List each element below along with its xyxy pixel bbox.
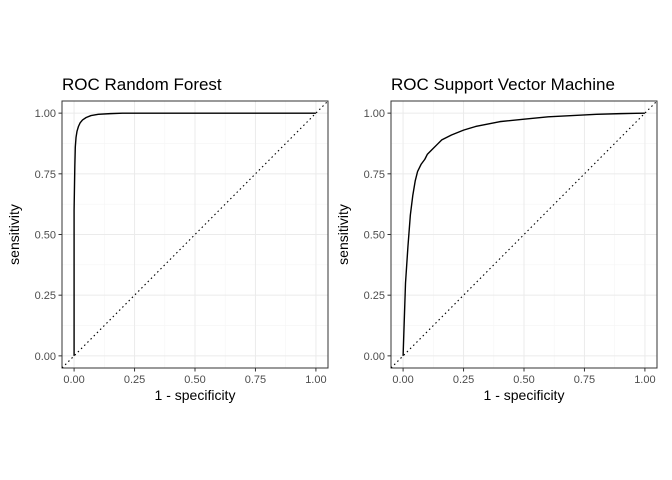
y-tick-label: 0.25 bbox=[364, 290, 385, 302]
x-tick-label: 1.00 bbox=[634, 374, 655, 386]
x-axis-title: 1 - specificity bbox=[155, 387, 236, 403]
x-axis-title: 1 - specificity bbox=[484, 387, 565, 403]
chart-title: ROC Random Forest bbox=[62, 75, 222, 94]
y-tick-labels: 0.00 0.25 0.50 0.75 1.00 bbox=[35, 108, 56, 363]
roc-random-forest-panel: 0.00 0.25 0.50 0.75 1.00 0.00 0.25 0.50 … bbox=[6, 75, 329, 403]
axis-ticks bbox=[58, 112, 317, 372]
x-tick-label: 1.00 bbox=[305, 374, 326, 386]
y-tick-label: 1.00 bbox=[35, 108, 56, 120]
x-tick-label: 0.00 bbox=[63, 374, 84, 386]
y-tick-label: 0.50 bbox=[35, 230, 56, 242]
x-tick-label: 0.50 bbox=[513, 374, 534, 386]
y-tick-label: 0.75 bbox=[364, 169, 385, 181]
y-axis-title: sensitivity bbox=[6, 204, 22, 265]
roc-curve bbox=[73, 112, 316, 356]
chart-title: ROC Support Vector Machine bbox=[391, 75, 615, 94]
y-tick-label: 1.00 bbox=[364, 108, 385, 120]
x-tick-labels: 0.00 0.25 0.50 0.75 1.00 bbox=[392, 374, 655, 386]
x-tick-label: 0.25 bbox=[453, 374, 474, 386]
grid-lines bbox=[391, 101, 657, 368]
y-tick-label: 0.25 bbox=[35, 290, 56, 302]
y-tick-label: 0.00 bbox=[364, 351, 385, 363]
y-tick-label: 0.00 bbox=[35, 351, 56, 363]
y-tick-label: 0.75 bbox=[35, 169, 56, 181]
x-tick-label: 0.00 bbox=[392, 374, 413, 386]
roc-support-vector-machine-panel: 0.00 0.25 0.50 0.75 1.00 0.00 0.25 0.50 … bbox=[335, 75, 658, 403]
x-tick-label: 0.50 bbox=[184, 374, 205, 386]
roc-curve bbox=[402, 112, 645, 356]
x-tick-label: 0.25 bbox=[124, 374, 145, 386]
y-tick-label: 0.50 bbox=[364, 230, 385, 242]
x-tick-label: 0.75 bbox=[574, 374, 595, 386]
x-tick-label: 0.75 bbox=[245, 374, 266, 386]
y-axis-title: sensitivity bbox=[335, 204, 351, 265]
x-tick-labels: 0.00 0.25 0.50 0.75 1.00 bbox=[63, 374, 326, 386]
axis-ticks bbox=[387, 112, 646, 372]
y-tick-labels: 0.00 0.25 0.50 0.75 1.00 bbox=[364, 108, 385, 363]
